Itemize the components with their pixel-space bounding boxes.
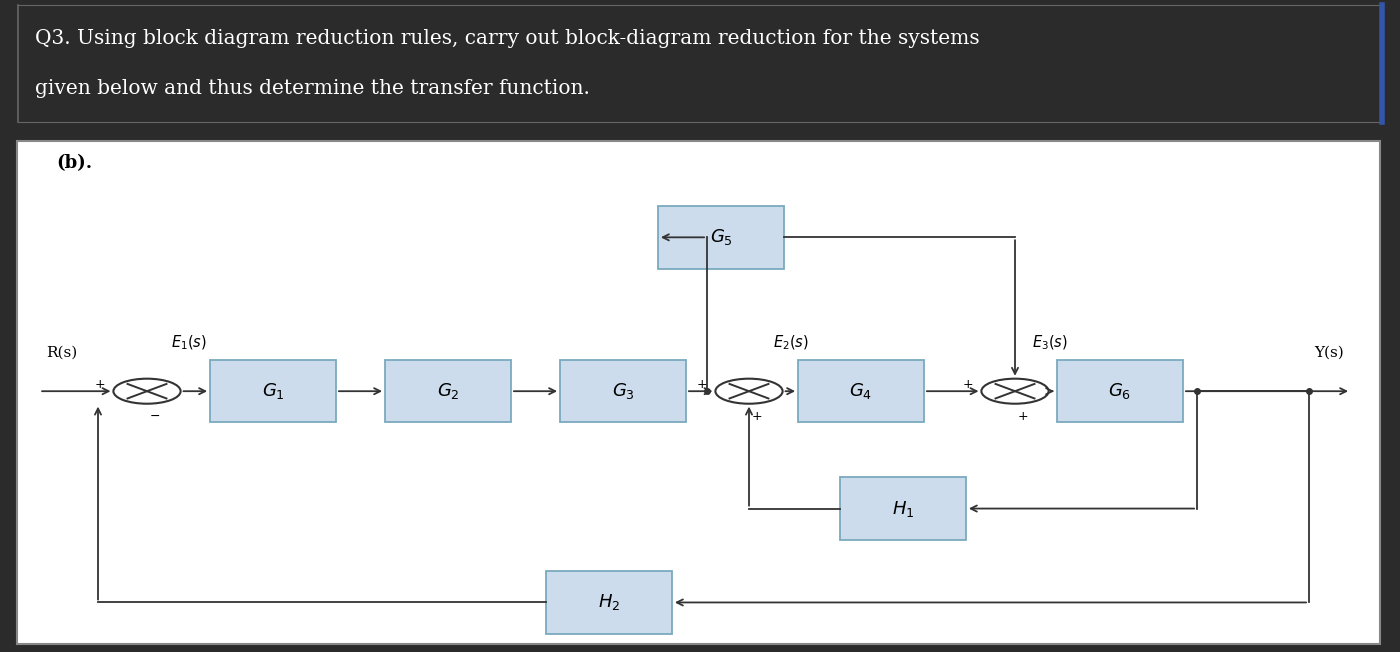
Text: $G_3$: $G_3$ xyxy=(612,381,634,401)
Circle shape xyxy=(981,379,1049,404)
Text: −: − xyxy=(150,410,161,423)
Text: $H_1$: $H_1$ xyxy=(892,499,914,518)
Text: +: + xyxy=(94,378,105,391)
Text: $G_6$: $G_6$ xyxy=(1109,381,1131,401)
FancyBboxPatch shape xyxy=(840,477,966,540)
FancyBboxPatch shape xyxy=(210,360,336,422)
Text: Y(s): Y(s) xyxy=(1315,346,1344,360)
FancyBboxPatch shape xyxy=(385,360,511,422)
FancyBboxPatch shape xyxy=(1057,360,1183,422)
Circle shape xyxy=(113,379,181,404)
Text: +: + xyxy=(962,378,973,391)
Text: $G_5$: $G_5$ xyxy=(710,228,732,247)
FancyBboxPatch shape xyxy=(658,206,784,269)
Circle shape xyxy=(715,379,783,404)
Text: $G_2$: $G_2$ xyxy=(437,381,459,401)
Text: $E_2(s)$: $E_2(s)$ xyxy=(773,334,809,352)
Text: $G_4$: $G_4$ xyxy=(850,381,872,401)
Text: $H_2$: $H_2$ xyxy=(598,593,620,612)
Text: +: + xyxy=(1018,410,1029,423)
Text: $E_1(s)$: $E_1(s)$ xyxy=(171,334,207,352)
FancyBboxPatch shape xyxy=(560,360,686,422)
FancyBboxPatch shape xyxy=(17,141,1380,644)
Text: $E_3(s)$: $E_3(s)$ xyxy=(1032,334,1068,352)
Text: R(s): R(s) xyxy=(46,346,77,360)
FancyBboxPatch shape xyxy=(798,360,924,422)
FancyBboxPatch shape xyxy=(546,571,672,634)
Text: $G_1$: $G_1$ xyxy=(262,381,284,401)
Text: +: + xyxy=(752,410,763,423)
Text: Q3. Using block diagram reduction rules, carry out block-diagram reduction for t: Q3. Using block diagram reduction rules,… xyxy=(35,29,980,48)
Text: (b).: (b). xyxy=(56,154,92,172)
Text: +: + xyxy=(696,378,707,391)
Text: given below and thus determine the transfer function.: given below and thus determine the trans… xyxy=(35,80,589,98)
